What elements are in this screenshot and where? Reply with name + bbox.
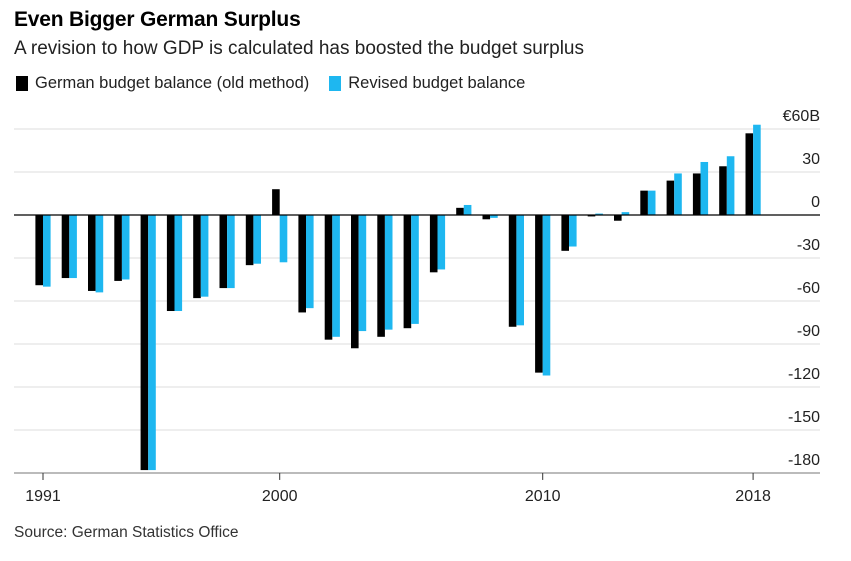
bar-revised-2013 — [621, 212, 630, 215]
bar-revised-2018 — [753, 124, 761, 215]
bar-old-2016 — [692, 173, 701, 215]
bar-old-2006 — [429, 215, 438, 273]
bar-revised-1998 — [227, 215, 235, 289]
bar-revised-1992 — [69, 215, 77, 279]
x-tick-label: 2010 — [525, 488, 561, 505]
bar-old-1999 — [245, 215, 254, 266]
bar-revised-2002 — [332, 215, 340, 337]
bar-revised-2017 — [726, 156, 735, 215]
bar-old-2003 — [351, 215, 359, 349]
bar-revised-1999 — [253, 215, 261, 264]
bar-old-1995 — [140, 215, 149, 471]
bar-old-2013 — [614, 215, 622, 221]
bar-old-1996 — [166, 215, 175, 312]
legend-item-revised: Revised budget balance — [329, 74, 525, 93]
bar-revised-2016 — [700, 161, 709, 215]
x-tick-label: 1991 — [25, 488, 61, 505]
bar-revised-2014 — [647, 190, 656, 215]
bar-old-2014 — [640, 190, 648, 215]
bar-revised-1995 — [148, 215, 156, 471]
bar-revised-1996 — [174, 215, 183, 312]
bar-revised-2012 — [595, 213, 603, 215]
bar-revised-2006 — [437, 215, 446, 270]
bar-old-2002 — [324, 215, 333, 340]
bar-old-2011 — [561, 215, 569, 251]
bar-old-2009 — [508, 215, 517, 327]
bar-old-1998 — [219, 215, 228, 289]
y-tick-label: -60 — [797, 280, 820, 297]
legend-swatch-revised — [329, 76, 342, 91]
y-tick-label: 30 — [802, 151, 820, 168]
chart-title: Even Bigger German Surplus — [14, 8, 301, 31]
bar-old-2001 — [298, 215, 306, 313]
legend-label-revised: Revised budget balance — [348, 74, 526, 92]
bar-revised-2003 — [358, 215, 367, 332]
x-tick-label: 2000 — [262, 488, 298, 505]
legend-swatch-old — [16, 76, 28, 91]
bar-revised-1991 — [43, 215, 51, 287]
chart-legend: German budget balance (old method) Revis… — [16, 74, 545, 93]
bar-revised-1993 — [95, 215, 104, 293]
y-tick-label: -150 — [788, 409, 820, 426]
bar-revised-2001 — [306, 215, 314, 309]
bar-revised-2015 — [674, 173, 682, 215]
bar-old-2010 — [535, 215, 543, 373]
y-tick-label: -180 — [788, 452, 820, 469]
bar-old-2017 — [719, 166, 727, 215]
bar-old-1993 — [88, 215, 96, 291]
bar-old-1992 — [61, 215, 70, 279]
bar-revised-1994 — [121, 215, 130, 280]
y-tick-label: -120 — [788, 366, 820, 383]
bar-revised-2011 — [569, 215, 577, 247]
bar-old-2005 — [403, 215, 412, 329]
source-note: Source: German Statistics Office — [14, 524, 239, 541]
bar-revised-2000 — [279, 215, 288, 263]
legend-item-old: German budget balance (old method) — [16, 74, 309, 93]
bar-old-2007 — [456, 207, 464, 215]
bar-revised-2009 — [516, 215, 524, 326]
bar-old-2008 — [482, 215, 491, 220]
y-tick-label: -30 — [797, 237, 820, 254]
bar-old-2004 — [377, 215, 385, 337]
bar-old-1994 — [114, 215, 122, 281]
x-tick-label: 2018 — [735, 488, 771, 505]
bar-old-1997 — [193, 215, 201, 299]
y-tick-label: €60B — [783, 108, 820, 125]
y-tick-label: -90 — [797, 323, 820, 340]
chart-subtitle: A revision to how GDP is calculated has … — [14, 38, 584, 59]
bar-revised-2010 — [542, 215, 551, 376]
bar-revised-2004 — [384, 215, 393, 330]
bar-revised-2007 — [463, 204, 472, 215]
bar-revised-2005 — [411, 215, 419, 324]
y-tick-label: 0 — [811, 194, 820, 211]
bar-old-2012 — [587, 215, 596, 217]
legend-label-old: German budget balance (old method) — [35, 74, 310, 92]
bar-old-2000 — [272, 189, 280, 215]
bar-revised-1997 — [200, 215, 209, 297]
bar-revised-2008 — [490, 215, 498, 218]
bar-old-2015 — [666, 180, 675, 215]
bar-old-1991 — [35, 215, 43, 286]
bar-old-2018 — [745, 133, 754, 215]
